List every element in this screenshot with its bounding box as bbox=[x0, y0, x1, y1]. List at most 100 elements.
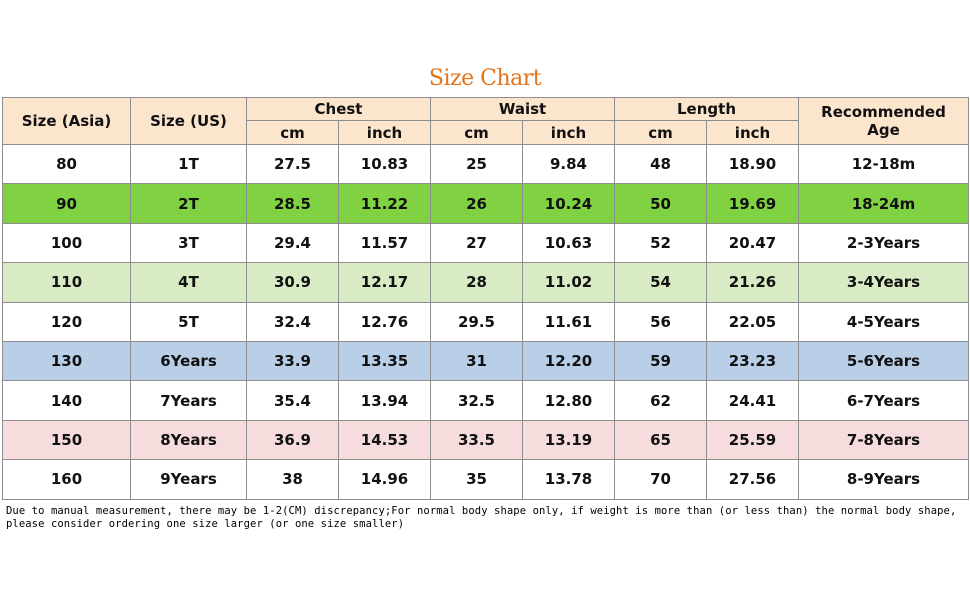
length-cm-cell: 48 bbox=[614, 143, 707, 185]
size-us-cell: 2T bbox=[130, 183, 247, 224]
measurement-note: Due to manual measurement, there may be … bbox=[6, 505, 957, 530]
waist-inch-cell: 10.24 bbox=[522, 183, 615, 224]
size-us-cell: 8Years bbox=[130, 419, 247, 461]
chest-cm-cell: 33.9 bbox=[246, 340, 339, 382]
table-row: 120 5T 32.4 12.76 29.5 11.61 56 22.05 4-5Years bbox=[2, 301, 969, 342]
chest-inch-cell: 11.57 bbox=[338, 222, 431, 264]
length-inch-cell: 23.23 bbox=[706, 340, 799, 382]
chest-cm-cell: 30.9 bbox=[246, 262, 339, 303]
age-cell: 5-6Years bbox=[798, 340, 969, 382]
chest-inch-cell: 10.83 bbox=[338, 143, 431, 185]
header-chest-cm: cm bbox=[246, 120, 339, 145]
waist-cm-cell: 27 bbox=[430, 222, 523, 264]
table-row: 80 1T 27.5 10.83 25 9.84 48 18.90 12-18m bbox=[2, 143, 969, 185]
chest-cm-cell: 29.4 bbox=[246, 222, 339, 264]
header-chest: Chest bbox=[246, 97, 431, 121]
size-asia-cell: 100 bbox=[2, 222, 131, 264]
chest-cm-cell: 27.5 bbox=[246, 143, 339, 185]
waist-inch-cell: 10.63 bbox=[522, 222, 615, 264]
length-cm-cell: 70 bbox=[614, 459, 707, 500]
size-asia-cell: 140 bbox=[2, 380, 131, 421]
header-waist: Waist bbox=[430, 97, 615, 121]
length-inch-cell: 18.90 bbox=[706, 143, 799, 185]
waist-cm-cell: 25 bbox=[430, 143, 523, 185]
age-cell: 3-4Years bbox=[798, 262, 969, 303]
size-us-cell: 5T bbox=[130, 301, 247, 342]
header-chest-inch: inch bbox=[338, 120, 431, 145]
length-cm-cell: 52 bbox=[614, 222, 707, 264]
table-row: 110 4T 30.9 12.17 28 11.02 54 21.26 3-4Years bbox=[2, 262, 969, 303]
length-cm-cell: 65 bbox=[614, 419, 707, 461]
size-us-cell: 7Years bbox=[130, 380, 247, 421]
table-row: 150 8Years 36.9 14.53 33.5 13.19 65 25.59 7-8Yea… bbox=[2, 419, 969, 461]
table-row: 130 6Years 33.9 13.35 31 12.20 59 23.23 5-6Years bbox=[2, 340, 969, 382]
age-cell: 2-3Years bbox=[798, 222, 969, 264]
waist-inch-cell: 12.80 bbox=[522, 380, 615, 421]
waist-inch-cell: 11.61 bbox=[522, 301, 615, 342]
table-row: 90 2T 28.5 11.22 26 10.24 50 19.69 18-24m bbox=[2, 183, 969, 224]
chart-title: Size Chart bbox=[428, 66, 542, 91]
length-inch-cell: 25.59 bbox=[706, 419, 799, 461]
size-us-cell: 9Years bbox=[130, 459, 247, 500]
waist-inch-cell: 13.78 bbox=[522, 459, 615, 500]
size-us-cell: 4T bbox=[130, 262, 247, 303]
chest-inch-cell: 13.35 bbox=[338, 340, 431, 382]
age-cell: 12-18m bbox=[798, 143, 969, 185]
size-us-cell: 3T bbox=[130, 222, 247, 264]
header-size-asia: Size (Asia) bbox=[2, 97, 131, 145]
waist-cm-cell: 33.5 bbox=[430, 419, 523, 461]
length-inch-cell: 19.69 bbox=[706, 183, 799, 224]
size-us-cell: 1T bbox=[130, 143, 247, 185]
length-cm-cell: 50 bbox=[614, 183, 707, 224]
waist-cm-cell: 31 bbox=[430, 340, 523, 382]
age-cell: 6-7Years bbox=[798, 380, 969, 421]
size-asia-cell: 80 bbox=[2, 143, 131, 185]
header-waist-cm: cm bbox=[430, 120, 523, 145]
length-cm-cell: 54 bbox=[614, 262, 707, 303]
chest-inch-cell: 11.22 bbox=[338, 183, 431, 224]
size-asia-cell: 110 bbox=[2, 262, 131, 303]
age-cell: 4-5Years bbox=[798, 301, 969, 342]
age-cell: 7-8Years bbox=[798, 419, 969, 461]
chest-inch-cell: 13.94 bbox=[338, 380, 431, 421]
waist-cm-cell: 26 bbox=[430, 183, 523, 224]
length-cm-cell: 62 bbox=[614, 380, 707, 421]
chest-cm-cell: 35.4 bbox=[246, 380, 339, 421]
header-length-inch: inch bbox=[706, 120, 799, 145]
waist-inch-cell: 9.84 bbox=[522, 143, 615, 185]
header-waist-inch: inch bbox=[522, 120, 615, 145]
size-asia-cell: 150 bbox=[2, 419, 131, 461]
chest-inch-cell: 12.17 bbox=[338, 262, 431, 303]
waist-cm-cell: 28 bbox=[430, 262, 523, 303]
chest-inch-cell: 12.76 bbox=[338, 301, 431, 342]
header-length: Length bbox=[614, 97, 799, 121]
waist-inch-cell: 11.02 bbox=[522, 262, 615, 303]
size-asia-cell: 130 bbox=[2, 340, 131, 382]
header-recommended-age: Recommended Age bbox=[798, 97, 969, 145]
waist-inch-cell: 12.20 bbox=[522, 340, 615, 382]
size-asia-cell: 90 bbox=[2, 183, 131, 224]
length-inch-cell: 24.41 bbox=[706, 380, 799, 421]
chest-inch-cell: 14.96 bbox=[338, 459, 431, 500]
chest-cm-cell: 28.5 bbox=[246, 183, 339, 224]
waist-cm-cell: 29.5 bbox=[430, 301, 523, 342]
size-us-cell: 6Years bbox=[130, 340, 247, 382]
length-inch-cell: 20.47 bbox=[706, 222, 799, 264]
table-row: 160 9Years 38 14.96 35 13.78 70 27.56 8-9Years bbox=[2, 459, 969, 500]
length-cm-cell: 59 bbox=[614, 340, 707, 382]
header-size-us: Size (US) bbox=[130, 97, 247, 145]
chest-cm-cell: 32.4 bbox=[246, 301, 339, 342]
age-cell: 8-9Years bbox=[798, 459, 969, 500]
waist-cm-cell: 32.5 bbox=[430, 380, 523, 421]
age-cell: 18-24m bbox=[798, 183, 969, 224]
chest-cm-cell: 36.9 bbox=[246, 419, 339, 461]
length-cm-cell: 56 bbox=[614, 301, 707, 342]
waist-inch-cell: 13.19 bbox=[522, 419, 615, 461]
length-inch-cell: 21.26 bbox=[706, 262, 799, 303]
size-chart-table: Size (Asia) Size (US) Chest Waist Length… bbox=[2, 97, 969, 500]
table-row: 100 3T 29.4 11.57 27 10.63 52 20.47 2-3Years bbox=[2, 222, 969, 264]
table-row: 140 7Years 35.4 13.94 32.5 12.80 62 24.41 6-7Yea… bbox=[2, 380, 969, 421]
length-inch-cell: 27.56 bbox=[706, 459, 799, 500]
header-length-cm: cm bbox=[614, 120, 707, 145]
waist-cm-cell: 35 bbox=[430, 459, 523, 500]
